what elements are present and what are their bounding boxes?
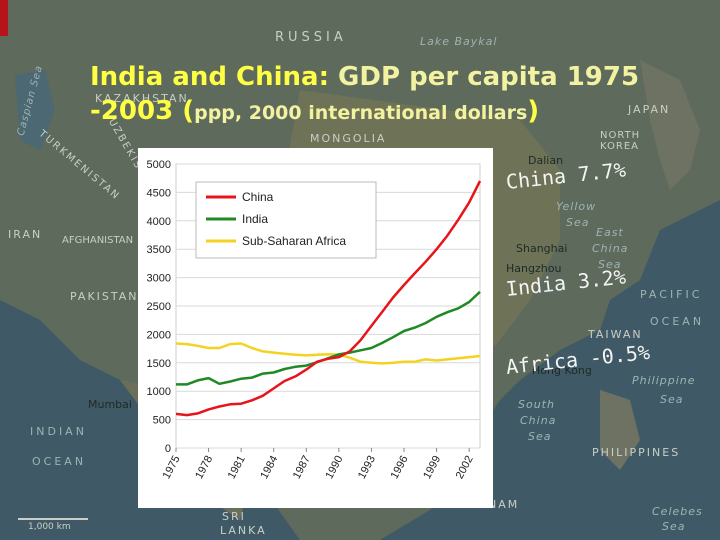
- title-paren-open: (: [182, 96, 195, 126]
- map-scale-label: 1,000 km: [28, 522, 71, 532]
- map-label-east-china-sea-line1: East: [596, 226, 624, 239]
- map-label-indian-ocean-line1: INDIAN: [30, 425, 87, 438]
- map-label-iran: IRAN: [8, 228, 43, 241]
- map-label-south-china-sea-line3: Sea: [528, 430, 552, 443]
- map-label-pakistan: PAKISTAN: [70, 290, 139, 303]
- landmass-philippines: [600, 390, 640, 470]
- map-label-shanghai: Shanghai: [516, 242, 568, 255]
- map-label-afghanistan: AFGHANISTAN: [62, 235, 134, 246]
- x-tick-label: 1996: [389, 454, 411, 481]
- map-label-lake-baykal: Lake Baykal: [420, 35, 498, 48]
- map-label-celebes-sea-line1: Celebes: [652, 505, 703, 518]
- map-label-yellow-sea-line2: Sea: [566, 216, 590, 229]
- map-label-south-china-sea-line2: China: [520, 414, 557, 427]
- x-tick-label: 1978: [193, 454, 215, 481]
- x-tick-label: 1990: [323, 454, 345, 481]
- series-line-china: [175, 180, 482, 417]
- x-tick-label: 2002: [454, 454, 476, 481]
- map-label-japan: JAPAN: [628, 103, 671, 116]
- caspian-sea: [15, 70, 55, 150]
- y-tick-label: 5000: [147, 159, 171, 171]
- x-tick-label: 1984: [258, 454, 280, 481]
- y-tick-label: 1500: [147, 358, 171, 370]
- slide-title: India and China: GDP per capita 1975 -20…: [90, 60, 710, 130]
- map-label-philippine-sea-line2: Sea: [660, 393, 684, 406]
- y-tick-label: 2500: [147, 301, 171, 313]
- map-label-mongolia: MONGOLIA: [310, 132, 387, 145]
- map-label-dalian: Dalian: [528, 154, 564, 167]
- y-tick-label: 4000: [147, 216, 171, 228]
- x-tick-label: 1993: [356, 454, 378, 481]
- y-tick-label: 1000: [147, 386, 171, 398]
- legend-label: Sub-Saharan Africa: [242, 234, 346, 248]
- title-line2: -2003: [90, 96, 174, 126]
- y-tick-label: 0: [165, 443, 171, 455]
- map-label-russia: RUSSIA: [275, 30, 347, 45]
- x-tick-label: 1981: [226, 454, 248, 481]
- map-label-nam: NAM: [488, 498, 520, 511]
- map-label-pacific-line2: OCEAN: [650, 315, 705, 328]
- y-tick-label: 500: [153, 415, 171, 427]
- x-tick-label: 1987: [291, 454, 313, 481]
- y-tick-label: 3000: [147, 273, 171, 285]
- title-prefix: India and China:: [90, 62, 329, 92]
- map-label-north-korea: NORTH KOREA: [600, 130, 641, 152]
- map-label-hangzhou: Hangzhou: [506, 262, 562, 275]
- map-label-taiwan: TAIWAN: [588, 328, 643, 341]
- map-label-mumbai: Mumbai: [88, 398, 132, 411]
- map-label-indian-ocean-line2: OCEAN: [32, 455, 87, 468]
- title-highlight: GDP per capita 1975: [338, 62, 640, 92]
- x-tick-label: 1999: [421, 454, 443, 481]
- map-label-sri-lanka-line1: SRI: [222, 510, 246, 523]
- legend-label: India: [242, 212, 268, 226]
- map-label-pacific-line1: PACIFIC: [640, 288, 703, 301]
- map-label-kazakhstan: KAZAKHSTAN: [95, 92, 189, 105]
- y-tick-label: 3500: [147, 244, 171, 256]
- map-label-east-china-sea-line2: China: [592, 242, 629, 255]
- series-line-sub-saharan-africa: [175, 342, 481, 365]
- map-label-east-china-sea-line3: Sea: [598, 258, 622, 271]
- map-label-philippine-sea-line1: Philippine: [632, 374, 696, 387]
- red-corner-tab: [0, 0, 8, 36]
- map-label-south-china-sea-line1: South: [518, 398, 555, 411]
- title-paren-text: ppp, 2000 international dollars: [194, 102, 528, 124]
- map-label-yellow-sea-line1: Yellow: [556, 200, 597, 213]
- title-paren-close: ): [527, 96, 540, 126]
- map-scale-bar: [18, 518, 88, 520]
- map-label-sri-lanka-line2: LANKA: [220, 524, 267, 537]
- gdp-chart-panel: 0 500 1000 1500 2000 2500 3000 3500 4000 4500 5000…: [138, 148, 493, 508]
- y-tick-label: 2000: [147, 329, 171, 341]
- map-label-philippines: PHILIPPINES: [592, 446, 681, 459]
- x-tick-label: 1975: [161, 454, 183, 481]
- gdp-line-chart: 0 500 1000 1500 2000 2500 3000 3500 4000 4500 5000…: [147, 159, 482, 481]
- map-label-hong-kong: Hong Kong: [532, 364, 592, 377]
- y-tick-label: 4500: [147, 187, 171, 199]
- landmass-japan: [640, 60, 700, 190]
- map-label-celebes-sea-line2: Sea: [662, 520, 686, 533]
- legend-label: China: [242, 190, 274, 204]
